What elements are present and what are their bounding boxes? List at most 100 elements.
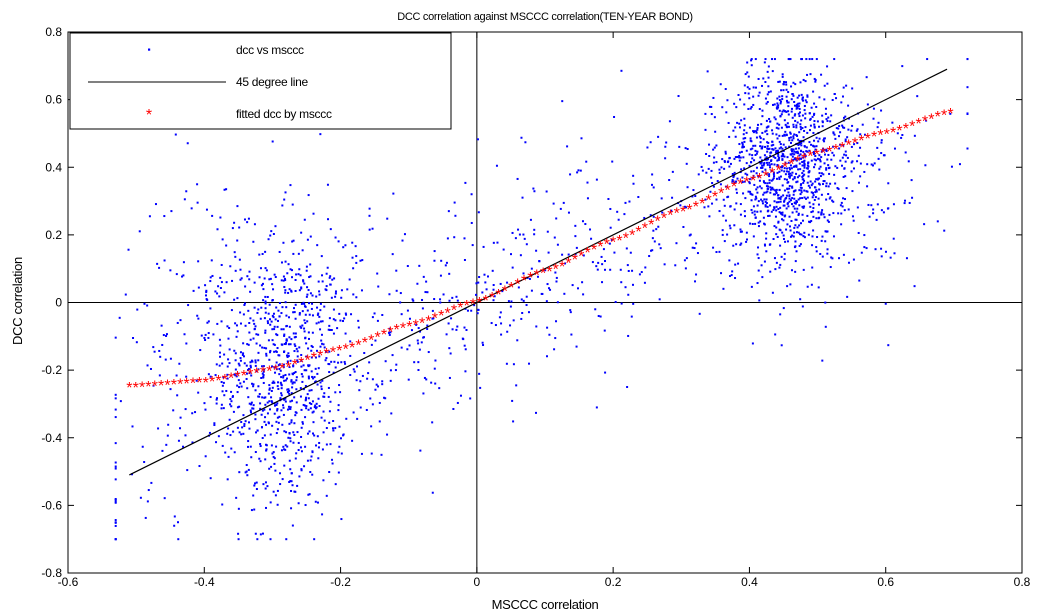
data-point (844, 138, 847, 141)
data-point (313, 376, 316, 379)
data-point (817, 197, 820, 200)
data-point (863, 133, 866, 136)
data-point (340, 518, 343, 521)
data-point (851, 190, 854, 193)
data-point (328, 350, 331, 353)
data-point (821, 235, 824, 238)
data-point (870, 204, 873, 207)
data-point (252, 494, 255, 497)
data-point (294, 411, 297, 414)
data-point (754, 216, 757, 219)
data-point (278, 315, 281, 318)
data-point (203, 336, 206, 339)
data-point (779, 200, 782, 203)
data-point (288, 481, 291, 484)
data-point (840, 101, 843, 104)
data-point (311, 302, 314, 305)
data-point (270, 396, 273, 399)
data-point (792, 94, 795, 97)
data-point (282, 241, 285, 244)
data-point (346, 288, 349, 291)
data-point (319, 309, 322, 312)
data-point (734, 263, 737, 266)
data-point (763, 260, 766, 263)
data-point (324, 359, 327, 362)
data-point (408, 344, 411, 347)
data-point (257, 351, 260, 354)
data-point (275, 350, 278, 353)
data-point (765, 161, 768, 164)
fitted-star-marker: * (801, 151, 807, 168)
data-point (706, 70, 709, 73)
data-point (342, 433, 345, 436)
data-point (304, 321, 307, 324)
data-point (319, 133, 322, 136)
data-point (264, 506, 267, 509)
data-point (303, 330, 306, 333)
data-point (693, 247, 696, 250)
data-point (153, 350, 156, 353)
data-point (271, 339, 274, 342)
legend-star-marker: * (146, 107, 152, 124)
data-point (824, 153, 827, 156)
data-point (798, 224, 801, 227)
data-point (751, 176, 754, 179)
data-point (267, 422, 270, 425)
data-point (632, 182, 635, 185)
data-point (822, 147, 825, 150)
fitted-star-marker: * (171, 377, 177, 394)
data-point (225, 281, 228, 284)
data-point (546, 283, 549, 286)
data-point (808, 170, 811, 173)
data-point (686, 148, 689, 151)
data-point (337, 451, 340, 454)
data-point (743, 84, 746, 87)
data-point (769, 154, 772, 157)
data-point (451, 328, 454, 331)
data-point (867, 203, 870, 206)
fitted-star-marker: * (126, 380, 132, 397)
data-point (300, 469, 303, 472)
data-point (782, 219, 785, 222)
data-point (806, 131, 809, 134)
data-point (708, 154, 711, 157)
data-point (842, 144, 845, 147)
data-point (268, 384, 271, 387)
data-point (870, 163, 873, 166)
data-point (810, 211, 813, 214)
data-point (522, 233, 525, 236)
data-point (152, 384, 155, 387)
data-point (158, 266, 161, 269)
data-point (780, 146, 783, 149)
data-point (779, 206, 782, 209)
data-point (772, 208, 775, 211)
data-point (433, 367, 436, 370)
data-point (321, 320, 324, 323)
data-point (253, 328, 256, 331)
data-point (515, 384, 518, 387)
data-point (857, 231, 860, 234)
data-point (276, 416, 279, 419)
data-point (257, 333, 260, 336)
data-point (826, 252, 829, 255)
data-point (775, 177, 778, 180)
data-point (215, 398, 218, 401)
data-point (824, 325, 827, 328)
data-point (767, 91, 770, 94)
data-point (331, 427, 334, 430)
data-point (311, 450, 314, 453)
data-point (801, 96, 804, 99)
fitted-star-marker: * (273, 363, 279, 380)
y-tick-label: -0.2 (41, 363, 62, 377)
data-point (813, 120, 816, 123)
data-point (234, 374, 237, 377)
data-point (843, 209, 846, 212)
data-point (274, 276, 277, 279)
data-point (738, 143, 741, 146)
data-point (284, 343, 287, 346)
data-point (243, 425, 246, 428)
data-point (214, 374, 217, 377)
data-point (824, 112, 827, 115)
data-point (800, 93, 803, 96)
data-point (215, 441, 218, 444)
